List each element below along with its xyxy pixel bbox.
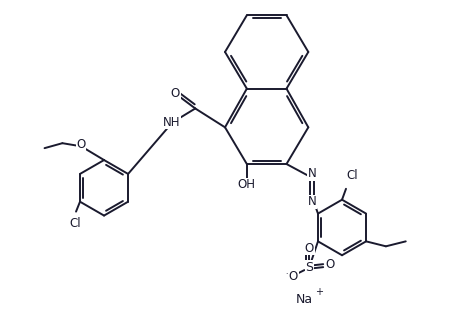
Text: N: N — [308, 167, 317, 180]
Text: O: O — [289, 269, 298, 283]
Text: N: N — [308, 195, 317, 208]
Text: S: S — [305, 260, 313, 274]
Text: O: O — [171, 87, 180, 100]
Text: O: O — [76, 138, 86, 151]
Text: +: + — [315, 287, 323, 297]
Text: O: O — [325, 258, 335, 271]
Text: ⁻: ⁻ — [285, 271, 290, 281]
Text: OH: OH — [238, 178, 256, 191]
Text: Cl: Cl — [346, 169, 358, 182]
Text: Cl: Cl — [69, 217, 81, 230]
Text: O: O — [305, 242, 314, 255]
Text: NH: NH — [163, 116, 180, 129]
Text: Na: Na — [296, 293, 313, 307]
